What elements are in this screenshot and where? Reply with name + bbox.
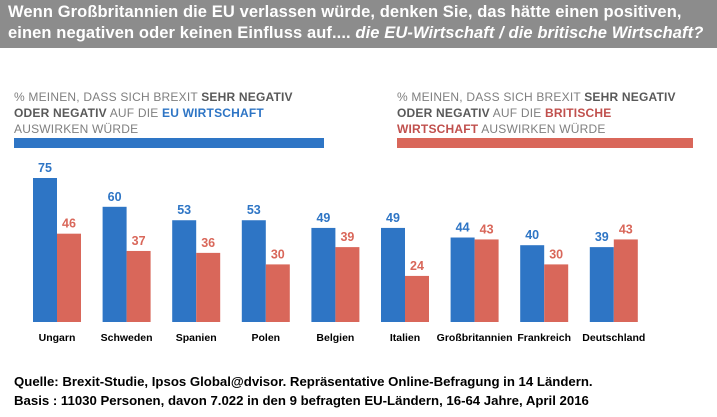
bar-uk-1 xyxy=(126,250,151,322)
category-label-6: Großbritannien xyxy=(437,332,513,344)
bar-eu-2 xyxy=(172,220,197,322)
data-label-eu-7: 40 xyxy=(525,228,539,242)
legend-eu-text-1: % meinen, dass sich Brexit xyxy=(14,90,202,104)
category-label-0: Ungarn xyxy=(39,332,76,344)
bar-uk-4 xyxy=(335,247,360,322)
data-label-eu-6: 44 xyxy=(456,221,470,235)
data-label-eu-5: 49 xyxy=(386,211,400,225)
category-label-8: Deutschland xyxy=(582,332,645,344)
bar-chart: 75 46 Ungarn 60 37 Schweden 53 36 Spanien 53 30 Pol… xyxy=(33,161,645,344)
legend-eu-text-4: EU Wirtschaft xyxy=(162,106,264,120)
bar-uk-3 xyxy=(265,264,290,322)
bar-uk-5 xyxy=(405,275,429,322)
legend-uk-text-1: % meinen, dass sich Brexit xyxy=(397,90,585,104)
legend-eu-economy: % meinen, dass sich Brexit sehr negativ … xyxy=(14,89,314,137)
question-line-2-plain: einen negativen oder keinen Einfluss auf… xyxy=(8,24,351,42)
data-label-uk-0: 46 xyxy=(62,217,76,231)
bar-eu-3 xyxy=(241,220,266,322)
legend-eu-text-5: auswirken würde xyxy=(14,122,139,136)
bar-eu-0 xyxy=(33,178,57,322)
data-label-uk-6: 43 xyxy=(480,222,494,236)
bar-eu-7 xyxy=(520,245,545,322)
bar-uk-7 xyxy=(544,264,569,322)
legend-uk-economy: % meinen, dass sich Brexit sehr negativ … xyxy=(397,89,687,137)
category-label-5: Italien xyxy=(390,332,420,344)
data-label-eu-3: 53 xyxy=(247,203,261,217)
legend-uk-text-2: sehr negativ oder negativ xyxy=(397,90,676,120)
data-label-uk-8: 43 xyxy=(619,222,633,236)
bar-eu-6 xyxy=(450,237,475,322)
category-label-7: Frankreich xyxy=(517,332,571,344)
category-label-4: Belgien xyxy=(316,332,354,344)
data-label-uk-1: 37 xyxy=(132,234,146,248)
data-label-uk-4: 39 xyxy=(340,230,354,244)
legend-eu-bar xyxy=(14,138,324,148)
footer-basis: Basis : 11030 Personen, davon 7.022 in d… xyxy=(14,393,589,408)
category-label-3: Polen xyxy=(252,332,281,344)
legend-uk-text-4: britische Wirtschaft xyxy=(397,106,612,136)
data-label-uk-5: 24 xyxy=(410,259,424,273)
data-label-eu-2: 53 xyxy=(177,203,191,217)
question-line-2-italic: die EU-Wirtschaft / die britische Wirtsc… xyxy=(355,24,704,42)
category-label-1: Schweden xyxy=(101,332,153,344)
data-label-eu-0: 75 xyxy=(38,161,52,175)
question-line-1: Wenn Großbritannien die EU verlassen wür… xyxy=(8,3,682,21)
bar-uk-8 xyxy=(613,239,638,322)
data-label-eu-4: 49 xyxy=(316,211,330,225)
question-header: Wenn Großbritannien die EU verlassen wür… xyxy=(0,0,717,48)
bar-uk-0 xyxy=(57,233,81,322)
footer-source: Quelle: Brexit-Studie, Ipsos Global@dvis… xyxy=(14,374,593,389)
legend-uk-text-3: auf die xyxy=(489,106,546,120)
bar-uk-2 xyxy=(196,252,221,322)
legend-eu-text-3: auf die xyxy=(106,106,163,120)
legend-uk-bar xyxy=(397,138,693,148)
data-label-uk-2: 36 xyxy=(201,236,215,250)
bar-eu-8 xyxy=(589,247,614,322)
bar-eu-5 xyxy=(381,227,405,322)
bar-uk-6 xyxy=(474,239,499,322)
data-label-eu-8: 39 xyxy=(595,230,609,244)
legend-uk-text-5: auswirken würde xyxy=(478,122,606,136)
legend-eu-text-2: sehr negativ oder negativ xyxy=(14,90,293,120)
data-label-uk-7: 30 xyxy=(549,247,563,261)
data-label-uk-3: 30 xyxy=(271,247,285,261)
category-label-2: Spanien xyxy=(176,332,217,344)
question-line-2: einen negativen oder keinen Einfluss auf… xyxy=(8,24,703,43)
data-label-eu-1: 60 xyxy=(108,190,122,204)
bar-eu-1 xyxy=(102,206,127,322)
bar-eu-4 xyxy=(311,227,336,322)
